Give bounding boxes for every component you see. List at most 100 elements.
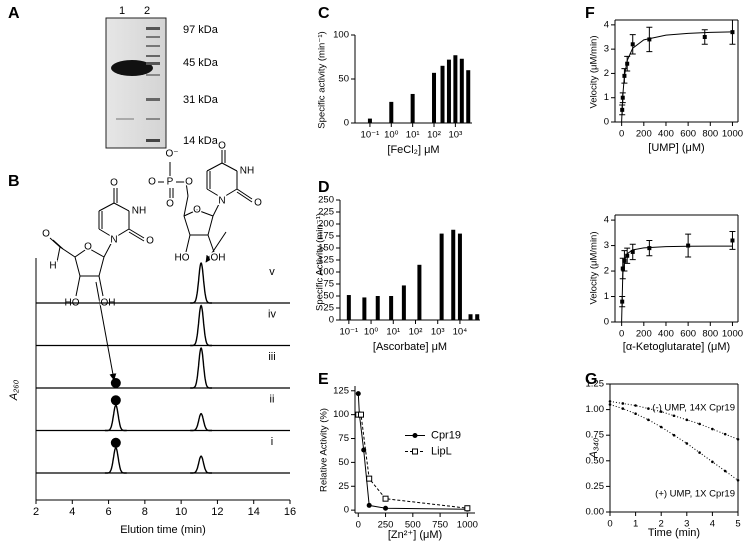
peak bbox=[104, 404, 127, 432]
atom-label: O⁻ bbox=[165, 149, 178, 160]
y-tick-label: 25 bbox=[323, 303, 334, 314]
x-tick-label: 500 bbox=[405, 520, 421, 531]
x-tick-label: 0 bbox=[356, 520, 361, 531]
y-tick-label: 3 bbox=[604, 44, 609, 55]
atom-label: O bbox=[42, 229, 50, 240]
y-tick-label: 100 bbox=[333, 409, 349, 420]
y-tick-label: 175 bbox=[318, 231, 334, 242]
peak bbox=[190, 304, 212, 347]
point bbox=[620, 299, 625, 304]
atom-label: P bbox=[167, 177, 174, 188]
trace-label: ii bbox=[270, 393, 275, 405]
x-tick-label: 200 bbox=[636, 329, 652, 340]
x-tick-label: 10⁰ bbox=[364, 327, 379, 338]
y-tick-label: 200 bbox=[318, 219, 334, 230]
bond bbox=[183, 195, 189, 217]
bond bbox=[98, 275, 104, 297]
x-tick-label: 10 bbox=[175, 506, 187, 518]
lane-label: 1 bbox=[119, 5, 125, 17]
bond bbox=[206, 162, 223, 172]
point bbox=[730, 238, 735, 243]
x-tick-label: 1 bbox=[633, 519, 638, 530]
bond bbox=[98, 228, 115, 239]
y-axis-label: A₂₆₀ bbox=[8, 379, 20, 401]
legend-marker bbox=[412, 448, 418, 455]
y-axis-label: Velocity (μM/min) bbox=[589, 35, 600, 108]
x-tick-label: 5 bbox=[735, 519, 740, 530]
y-tick-label: 100 bbox=[318, 267, 334, 278]
point bbox=[620, 107, 625, 112]
atom-label: NH bbox=[132, 206, 146, 217]
trace-label: v bbox=[269, 266, 275, 278]
point bbox=[620, 95, 625, 100]
point bbox=[355, 391, 361, 397]
point bbox=[382, 495, 389, 502]
bond bbox=[56, 246, 61, 263]
trace-label: i bbox=[271, 436, 273, 448]
x-tick-label: 800 bbox=[702, 129, 718, 140]
y-tick-label: 0.25 bbox=[586, 481, 605, 492]
x-tick-label: 10⁰ bbox=[384, 130, 399, 141]
product-dot bbox=[110, 437, 121, 448]
gel-image bbox=[105, 17, 167, 149]
atom-label: H bbox=[49, 261, 56, 272]
point bbox=[608, 403, 612, 406]
y-tick-label: 1 bbox=[604, 92, 609, 103]
panel-label: F bbox=[585, 5, 595, 22]
atom-label: NH bbox=[240, 166, 254, 177]
x-tick-label: 12 bbox=[211, 506, 223, 518]
point bbox=[711, 427, 714, 431]
x-axis-label: [Zn²⁺] (μM) bbox=[388, 529, 442, 541]
x-tick-label: 0 bbox=[619, 329, 624, 340]
bar bbox=[451, 229, 456, 320]
y-axis-label: A₃₄₀ bbox=[588, 437, 600, 459]
point bbox=[736, 478, 740, 482]
bond bbox=[196, 209, 214, 217]
bar bbox=[346, 295, 351, 320]
point bbox=[634, 412, 637, 415]
y-tick-label: 0 bbox=[329, 315, 334, 326]
y-tick-label: 0 bbox=[344, 505, 349, 516]
point bbox=[634, 404, 637, 407]
bar bbox=[389, 101, 394, 123]
x-tick-label: 10⁻¹ bbox=[361, 130, 380, 141]
atom-label: O bbox=[254, 198, 262, 209]
point bbox=[630, 249, 635, 254]
lane-label: 2 bbox=[144, 5, 150, 17]
x-axis-label: [α-Ketoglutarate] (μM) bbox=[623, 341, 730, 353]
x-tick-label: 1000 bbox=[457, 520, 478, 531]
atom-label: O bbox=[148, 177, 156, 188]
x-tick-label: 400 bbox=[658, 329, 674, 340]
y-tick-label: 0 bbox=[344, 118, 349, 129]
x-tick-label: 2 bbox=[659, 519, 664, 530]
bond bbox=[206, 188, 223, 199]
y-axis-label: Velocity (μM/min) bbox=[589, 231, 600, 304]
x-axis-label: Time (min) bbox=[648, 527, 700, 539]
bond bbox=[212, 197, 223, 217]
bond bbox=[207, 234, 215, 253]
point bbox=[736, 437, 740, 441]
series-annotation: (+) UMP, 1X Cpr19 bbox=[655, 489, 735, 500]
atom-label: N bbox=[218, 196, 225, 207]
trace-label: iv bbox=[268, 308, 276, 320]
peak bbox=[190, 455, 212, 474]
atom-label: O bbox=[166, 199, 174, 210]
y-tick-label: 2 bbox=[604, 68, 609, 79]
y-tick-label: 2 bbox=[604, 266, 609, 277]
arrow bbox=[95, 281, 117, 381]
bond bbox=[75, 275, 81, 297]
point bbox=[366, 475, 373, 482]
y-axis-label: Specific Activity (min⁻¹) bbox=[315, 213, 326, 311]
point bbox=[621, 407, 625, 410]
bar bbox=[439, 233, 444, 320]
bar bbox=[410, 93, 415, 123]
x-tick-label: 4 bbox=[710, 519, 715, 530]
point bbox=[620, 266, 625, 271]
y-tick-label: 50 bbox=[338, 74, 349, 85]
panel-label: C bbox=[318, 5, 330, 22]
x-tick-label: 1000 bbox=[722, 329, 743, 340]
bond bbox=[98, 256, 105, 277]
x-tick-label: 600 bbox=[680, 129, 696, 140]
bond bbox=[113, 228, 130, 239]
